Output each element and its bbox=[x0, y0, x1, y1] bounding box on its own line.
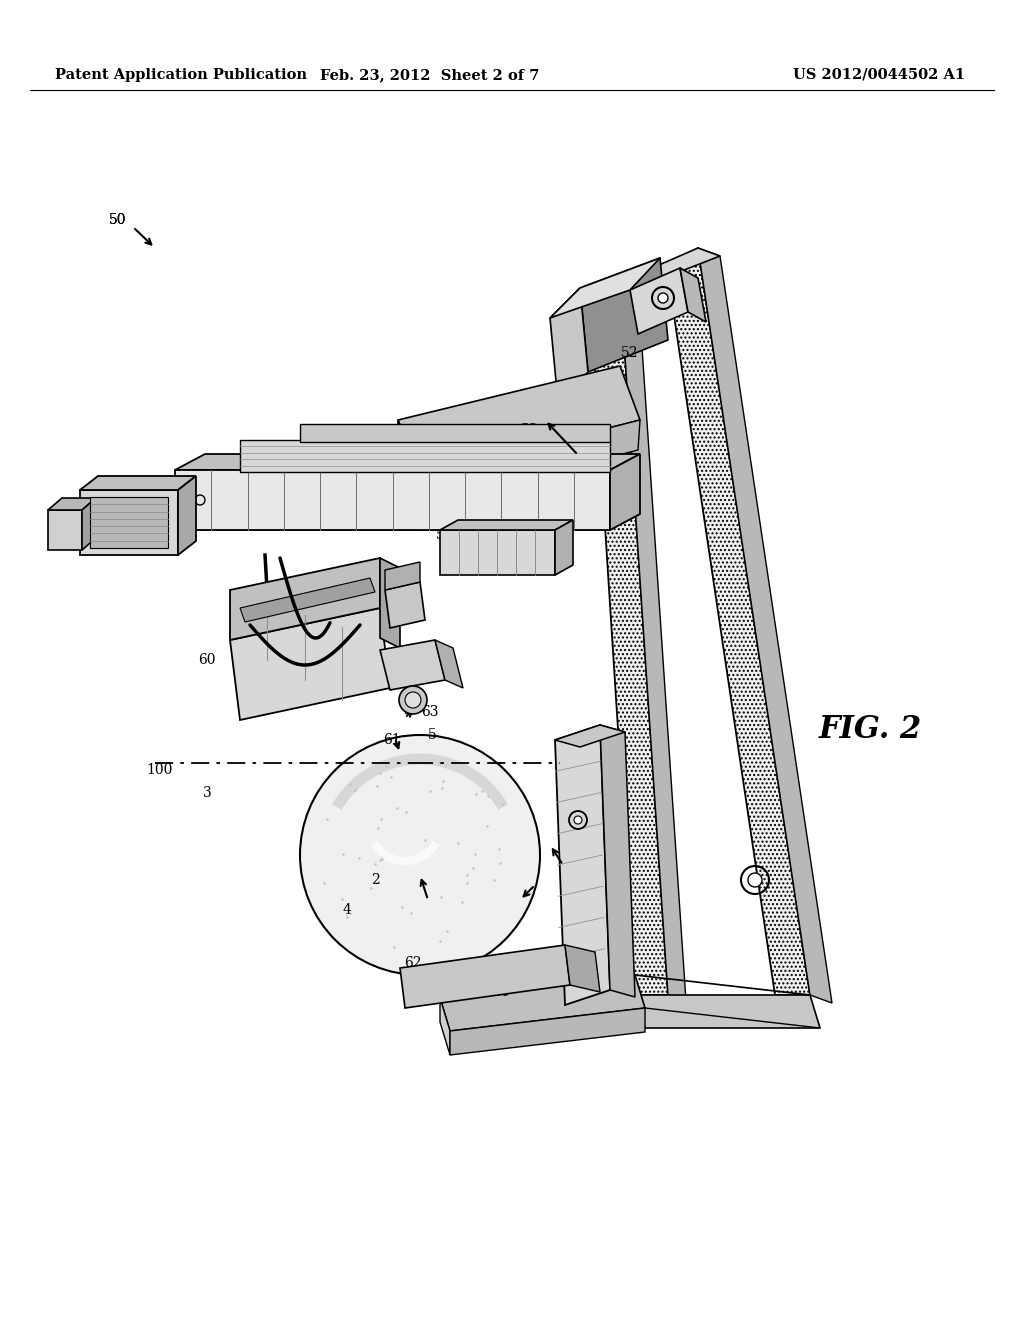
Polygon shape bbox=[380, 640, 445, 690]
Polygon shape bbox=[565, 945, 600, 993]
Text: US 2012/0044502 A1: US 2012/0044502 A1 bbox=[793, 69, 965, 82]
Polygon shape bbox=[385, 562, 420, 590]
Polygon shape bbox=[240, 440, 610, 473]
Text: 52: 52 bbox=[622, 346, 639, 360]
Polygon shape bbox=[385, 582, 425, 628]
Text: 55: 55 bbox=[436, 528, 454, 543]
Circle shape bbox=[399, 686, 427, 714]
Polygon shape bbox=[398, 420, 640, 531]
Polygon shape bbox=[555, 725, 625, 747]
Text: 61: 61 bbox=[383, 733, 400, 747]
Text: 62: 62 bbox=[404, 956, 422, 970]
Text: 50: 50 bbox=[110, 213, 127, 227]
Circle shape bbox=[574, 816, 582, 824]
Polygon shape bbox=[175, 513, 640, 531]
Circle shape bbox=[300, 735, 540, 975]
Polygon shape bbox=[80, 477, 196, 490]
Polygon shape bbox=[48, 510, 82, 550]
Text: 103: 103 bbox=[370, 593, 396, 607]
Polygon shape bbox=[230, 609, 390, 719]
Text: 3: 3 bbox=[203, 785, 211, 800]
Polygon shape bbox=[610, 454, 640, 531]
Circle shape bbox=[658, 293, 668, 304]
Polygon shape bbox=[48, 498, 96, 510]
Polygon shape bbox=[550, 257, 660, 318]
Circle shape bbox=[748, 873, 762, 887]
Polygon shape bbox=[178, 477, 196, 554]
Text: 50: 50 bbox=[110, 213, 127, 227]
Polygon shape bbox=[555, 520, 573, 576]
Text: 58: 58 bbox=[459, 974, 477, 987]
Text: 5: 5 bbox=[428, 729, 436, 742]
Polygon shape bbox=[620, 248, 720, 288]
Polygon shape bbox=[90, 498, 168, 548]
Polygon shape bbox=[420, 420, 640, 506]
Polygon shape bbox=[175, 454, 640, 470]
Polygon shape bbox=[450, 1008, 645, 1055]
Polygon shape bbox=[230, 558, 380, 640]
Text: 54: 54 bbox=[256, 447, 273, 462]
Polygon shape bbox=[590, 282, 668, 995]
Text: 53: 53 bbox=[521, 422, 539, 437]
Polygon shape bbox=[400, 945, 570, 1008]
Polygon shape bbox=[440, 531, 555, 576]
Polygon shape bbox=[550, 288, 588, 403]
Polygon shape bbox=[440, 975, 645, 1031]
Text: 60: 60 bbox=[199, 653, 216, 667]
Polygon shape bbox=[680, 268, 706, 322]
Polygon shape bbox=[240, 578, 375, 622]
Polygon shape bbox=[630, 268, 688, 334]
Polygon shape bbox=[398, 366, 640, 477]
Polygon shape bbox=[440, 520, 573, 531]
Polygon shape bbox=[398, 420, 420, 531]
Text: 4: 4 bbox=[343, 903, 351, 917]
Text: 100: 100 bbox=[146, 763, 173, 777]
Polygon shape bbox=[380, 558, 400, 648]
Polygon shape bbox=[175, 470, 610, 531]
Text: 57: 57 bbox=[541, 953, 558, 968]
Polygon shape bbox=[555, 725, 610, 1005]
Polygon shape bbox=[440, 998, 450, 1055]
Polygon shape bbox=[80, 490, 178, 554]
Text: Patent Application Publication: Patent Application Publication bbox=[55, 69, 307, 82]
Polygon shape bbox=[635, 995, 820, 1028]
Text: 63: 63 bbox=[421, 705, 438, 719]
Polygon shape bbox=[580, 257, 668, 372]
Text: 2: 2 bbox=[371, 873, 379, 887]
Text: 56: 56 bbox=[494, 985, 511, 999]
Text: Feb. 23, 2012  Sheet 2 of 7: Feb. 23, 2012 Sheet 2 of 7 bbox=[321, 69, 540, 82]
Polygon shape bbox=[82, 498, 96, 550]
Circle shape bbox=[406, 692, 421, 708]
Text: FIG. 2: FIG. 2 bbox=[818, 714, 922, 746]
Polygon shape bbox=[698, 248, 831, 1003]
Text: 36: 36 bbox=[240, 591, 257, 605]
Polygon shape bbox=[620, 282, 686, 1001]
Polygon shape bbox=[600, 725, 635, 997]
Polygon shape bbox=[668, 248, 810, 995]
Polygon shape bbox=[435, 640, 463, 688]
Polygon shape bbox=[300, 424, 610, 442]
